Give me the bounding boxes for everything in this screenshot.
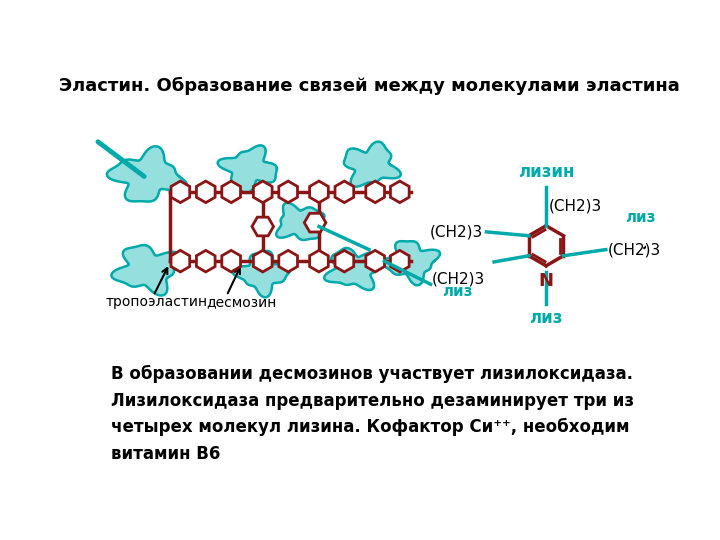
Text: лиз: лиз (529, 309, 563, 327)
Polygon shape (305, 213, 326, 232)
Text: десмозин: десмозин (206, 295, 276, 309)
Polygon shape (112, 245, 181, 295)
Polygon shape (217, 145, 277, 193)
Polygon shape (107, 146, 187, 201)
Polygon shape (279, 181, 297, 202)
Text: лиз: лиз (625, 210, 656, 225)
Polygon shape (310, 181, 328, 202)
Polygon shape (279, 251, 297, 272)
Text: В образовании десмозинов участвует лизилоксидаза.
Лизилоксидаза предварительно д: В образовании десмозинов участвует лизил… (111, 365, 634, 463)
Text: (CH2)3: (CH2)3 (549, 199, 603, 214)
Polygon shape (253, 251, 272, 272)
Polygon shape (171, 251, 189, 272)
Polygon shape (276, 202, 325, 240)
Text: (CH2)3: (CH2)3 (608, 242, 660, 257)
Text: (CH2)3: (CH2)3 (432, 272, 485, 286)
Polygon shape (335, 251, 354, 272)
Polygon shape (390, 251, 409, 272)
Polygon shape (390, 181, 409, 202)
Polygon shape (344, 141, 401, 187)
Polygon shape (252, 217, 274, 236)
Polygon shape (171, 181, 189, 202)
Text: лиз: лиз (442, 285, 472, 300)
Polygon shape (233, 251, 291, 297)
Polygon shape (366, 181, 384, 202)
Text: N: N (539, 272, 554, 290)
Polygon shape (222, 251, 240, 272)
Text: (CH2)3: (CH2)3 (429, 225, 482, 239)
Polygon shape (222, 181, 240, 202)
Polygon shape (197, 251, 215, 272)
Polygon shape (310, 251, 328, 272)
Polygon shape (197, 181, 215, 202)
Text: тропоэластин: тропоэластин (106, 295, 208, 309)
Polygon shape (335, 181, 354, 202)
Polygon shape (253, 181, 272, 202)
Text: Эластин. Образование связей между молекулами эластина: Эластин. Образование связей между молеку… (58, 77, 680, 96)
Polygon shape (366, 251, 384, 272)
Text: лизин: лизин (518, 163, 575, 181)
Polygon shape (324, 248, 379, 290)
Polygon shape (382, 241, 440, 285)
